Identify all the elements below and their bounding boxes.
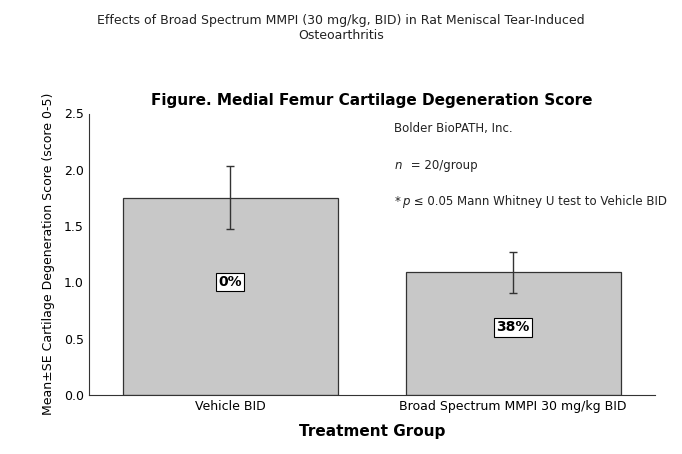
Text: n: n <box>394 158 402 172</box>
Text: ’: ’ <box>394 158 398 172</box>
Text: 0%: 0% <box>218 276 242 289</box>
Text: = 20/group: = 20/group <box>406 158 477 172</box>
Bar <box>123 198 338 395</box>
Text: 38%: 38% <box>496 321 530 335</box>
X-axis label: Treatment Group: Treatment Group <box>299 424 445 439</box>
Text: p: p <box>402 195 410 208</box>
Y-axis label: Mean±SE Cartilage Degeneration Score (score 0-5): Mean±SE Cartilage Degeneration Score (sc… <box>42 93 55 415</box>
Bar <box>406 272 621 395</box>
Text: Effects of Broad Spectrum MMPI (30 mg/kg, BID) in Rat Meniscal Tear-Induced
Oste: Effects of Broad Spectrum MMPI (30 mg/kg… <box>98 14 584 42</box>
Text: Bolder BioPATH, Inc.: Bolder BioPATH, Inc. <box>394 122 513 135</box>
Text: ≤ 0.05 Mann Whitney U test to Vehicle BID: ≤ 0.05 Mann Whitney U test to Vehicle BI… <box>410 195 667 208</box>
Text: *: * <box>394 195 400 208</box>
Title: Figure. Medial Femur Cartilage Degeneration Score: Figure. Medial Femur Cartilage Degenerat… <box>151 93 593 108</box>
